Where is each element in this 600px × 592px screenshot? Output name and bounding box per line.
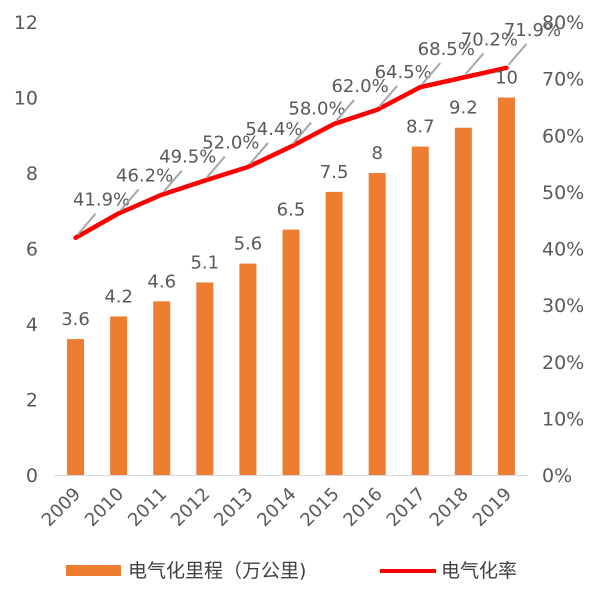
x-tick: 2010 <box>81 484 128 531</box>
legend-label-line: 电气化率 <box>441 560 517 582</box>
y-right-tick: 30% <box>542 295 584 317</box>
line-data-label: 49.5% <box>159 147 216 168</box>
line-data-label: 71.9% <box>504 20 561 41</box>
bar-2013 <box>239 263 257 475</box>
bar-2015 <box>325 191 343 475</box>
y-right-tick: 0% <box>542 465 572 487</box>
bar-data-label: 6.5 <box>277 200 306 221</box>
y-left-tick: 10 <box>14 88 38 110</box>
bars-group <box>67 97 515 475</box>
line-data-label: 62.0% <box>331 76 388 97</box>
bar-2010 <box>110 316 128 475</box>
y-right-tick: 40% <box>542 239 584 261</box>
y-left-tick: 4 <box>26 314 38 336</box>
bar-2018 <box>454 127 472 475</box>
leader-line <box>249 142 269 165</box>
x-tick: 2015 <box>296 484 343 531</box>
bar-2014 <box>282 229 300 475</box>
bar-data-label: 4.2 <box>104 286 133 307</box>
bar-data-label: 7.5 <box>320 162 349 183</box>
x-tick: 2019 <box>469 484 516 531</box>
bar-2019 <box>497 97 515 475</box>
x-tick: 2012 <box>167 484 214 531</box>
legend-label-bar: 电气化里程（万公里) <box>128 560 306 582</box>
bar-data-label: 8 <box>371 143 382 164</box>
bar-2009 <box>67 339 85 475</box>
y-left-tick: 0 <box>26 465 38 487</box>
leader-line <box>206 155 226 179</box>
x-tick: 2016 <box>339 484 386 531</box>
leader-line <box>378 85 398 108</box>
y-right-tick: 60% <box>542 125 584 147</box>
y-right-tick: 20% <box>542 352 584 374</box>
y-left-tick: 2 <box>26 390 38 412</box>
y-right-tick: 10% <box>542 408 584 430</box>
y-left-tick: 8 <box>26 163 38 185</box>
line-data-label: 41.9% <box>73 190 130 211</box>
line-data-label: 52.0% <box>202 133 259 154</box>
line-data-label: 68.5% <box>418 39 475 60</box>
leader-line <box>76 213 97 236</box>
labels-group: 3.6 4.2 4.6 5.1 5.6 6.5 7.5 8 8.7 9.2 10 41.9% 46.2%… <box>61 20 561 330</box>
leader-line <box>292 121 312 145</box>
leader-line <box>507 43 528 66</box>
x-tick: 2014 <box>253 484 300 531</box>
line-data-label: 64.5% <box>375 62 432 83</box>
x-tick: 2013 <box>210 484 257 531</box>
leader-line <box>421 62 442 85</box>
y-left-tick: 6 <box>26 239 38 261</box>
x-tick: 2011 <box>124 484 171 531</box>
x-tick: 2018 <box>426 484 473 531</box>
bar-2012 <box>196 282 214 475</box>
bar-data-label: 9.2 <box>449 98 478 119</box>
x-tick: 2017 <box>383 484 430 531</box>
bar-data-label: 5.1 <box>190 252 219 273</box>
legend: 电气化里程（万公里) 电气化率 <box>66 560 517 582</box>
x-tick: 2009 <box>38 484 85 531</box>
line-group <box>73 65 509 240</box>
legend-swatch-bar <box>66 565 121 576</box>
bar-data-label: 3.6 <box>61 309 90 330</box>
leader-line <box>335 99 355 122</box>
y-right-tick: 80% <box>542 12 584 34</box>
bar-2016 <box>368 173 386 475</box>
line-data-label: 70.2% <box>461 29 518 50</box>
line-data-label: 46.2% <box>116 165 173 186</box>
line-data-label: 54.4% <box>245 119 302 140</box>
bar-data-label: 8.7 <box>406 117 435 138</box>
leader-line <box>162 170 183 193</box>
leader-line <box>119 188 140 212</box>
line-data-label: 58.0% <box>288 99 345 120</box>
bar-data-label: 10 <box>495 68 518 89</box>
bar-data-label: 4.6 <box>147 271 176 292</box>
y-left-tick: 12 <box>14 12 38 34</box>
y-right-tick: 70% <box>542 69 584 91</box>
y-right-tick: 50% <box>542 182 584 204</box>
bar-2011 <box>153 301 171 475</box>
bar-data-label: 5.6 <box>234 234 263 255</box>
line-electrification-rate <box>73 65 509 240</box>
bar-2017 <box>411 146 429 475</box>
leader-line <box>464 52 485 76</box>
